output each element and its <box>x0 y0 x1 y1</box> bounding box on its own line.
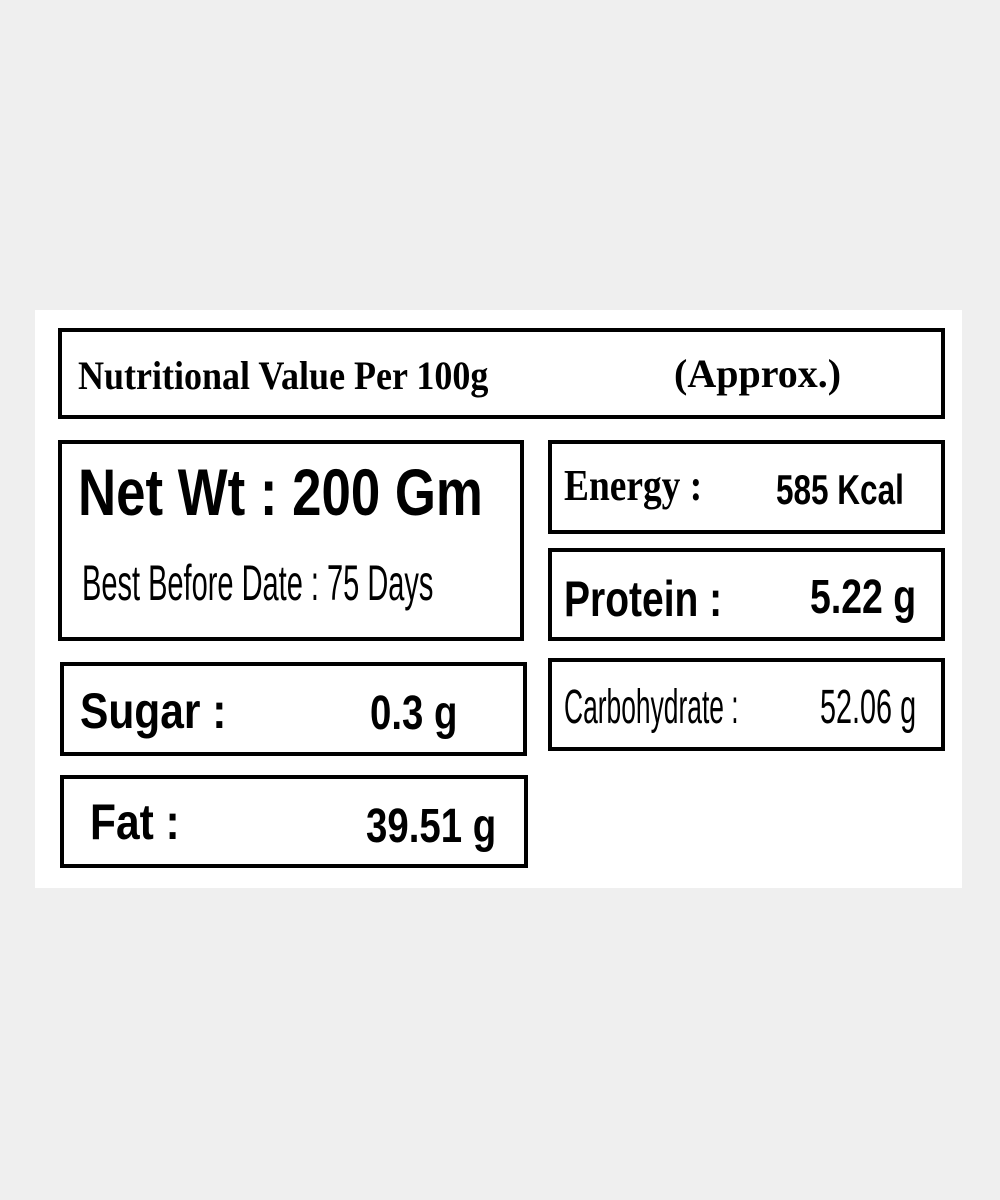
item-label: Carbohydrate : <box>564 681 739 734</box>
approx-note: (Approx.) <box>674 351 842 396</box>
net-weight-box: Net Wt : 200 Gm Best Before Date : 75 Da… <box>58 440 524 641</box>
carbohydrate-box: Carbohydrate : 52.06 g <box>548 658 945 751</box>
net-weight: Net Wt : 200 Gm <box>78 455 483 529</box>
item-label: Sugar : <box>80 683 227 739</box>
item-value: 585 Kcal <box>776 466 904 513</box>
fat-box: Fat : 39.51 g <box>60 775 528 868</box>
best-before: Best Before Date : 75 Days <box>82 555 434 611</box>
item-value: 0.3 g <box>370 687 458 740</box>
item-value: 39.51 g <box>366 800 497 853</box>
item-value: 52.06 g <box>820 681 917 734</box>
energy-box: Energy : 585 Kcal <box>548 440 945 534</box>
item-label: Energy : <box>564 461 703 510</box>
sugar-box: Sugar : 0.3 g <box>60 662 527 756</box>
protein-box: Protein : 5.22 g <box>548 548 945 641</box>
item-label: Protein : <box>564 571 723 627</box>
item-label: Fat : <box>90 794 180 850</box>
header-box: Nutritional Value Per 100g (Approx.) <box>58 328 945 419</box>
item-value: 5.22 g <box>810 571 917 624</box>
title: Nutritional Value Per 100g <box>78 353 489 398</box>
